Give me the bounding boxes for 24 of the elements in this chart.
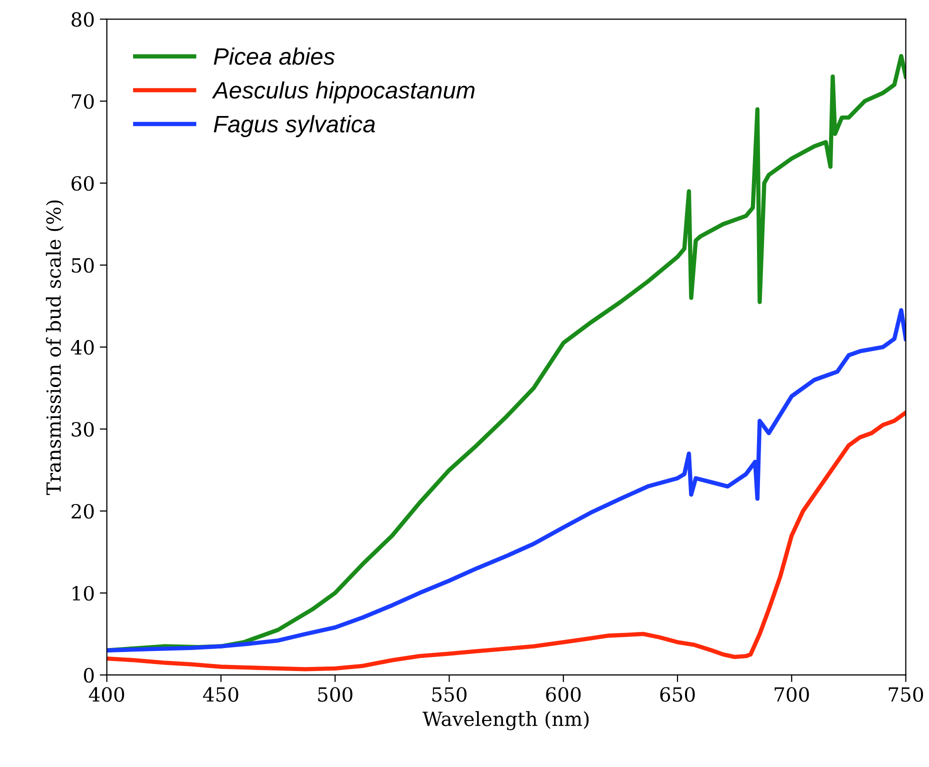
x-tick-label: 600 <box>546 687 581 702</box>
legend-label: Fagus sylvatica <box>214 115 375 138</box>
x-tick-label: 450 <box>203 687 238 702</box>
y-tick-label: 70 <box>72 94 94 109</box>
x-tick-label: 650 <box>660 687 695 702</box>
x-tick-label: 700 <box>774 687 809 702</box>
x-tick-label: 550 <box>432 687 467 702</box>
line-series <box>106 308 906 652</box>
y-tick-label: 80 <box>72 12 94 27</box>
y-tick-label: 50 <box>72 258 94 273</box>
line-series <box>106 410 906 672</box>
y-axis-title: Transmission of bud scale (%) <box>46 200 64 496</box>
x-tick-label: 750 <box>888 687 924 702</box>
y-tick-label: 0 <box>84 668 94 683</box>
y-tick-label: 10 <box>72 586 94 601</box>
legend-label: Picea abies <box>214 48 335 65</box>
y-tick-label: 60 <box>72 176 94 191</box>
y-tick-label: 20 <box>72 504 94 519</box>
y-tick-label: 30 <box>72 422 94 437</box>
x-axis-title: Wavelength (nm) <box>422 711 589 730</box>
x-tick-label: 500 <box>318 687 352 702</box>
y-tick-label: 40 <box>70 340 94 355</box>
x-tick-label: 400 <box>88 687 124 702</box>
legend-label: Aesculus hippocastanum <box>212 81 474 104</box>
